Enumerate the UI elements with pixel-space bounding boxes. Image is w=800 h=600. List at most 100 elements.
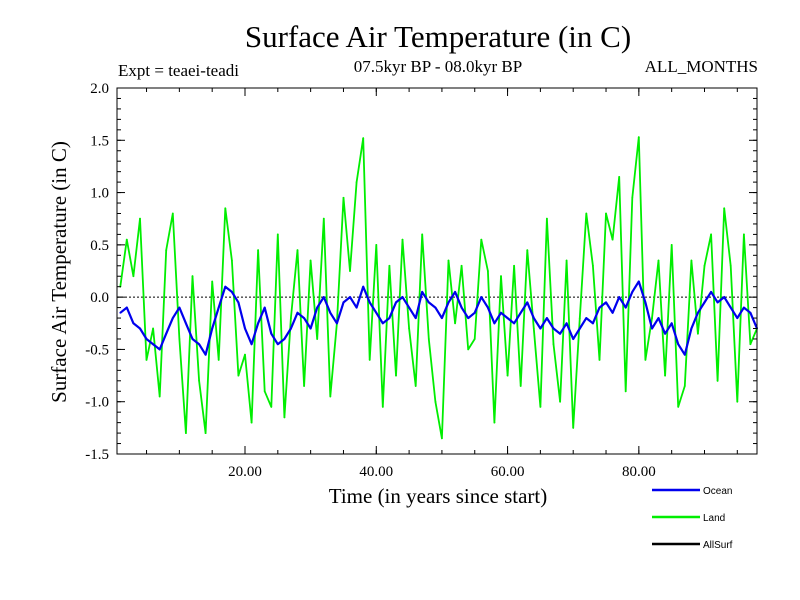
- data-point-ocean: [185, 322, 187, 325]
- data-point-ocean: [644, 301, 647, 304]
- data-point-land: [349, 270, 351, 272]
- data-point-ocean: [204, 353, 207, 356]
- data-point-ocean: [349, 296, 351, 298]
- data-point-ocean: [447, 301, 450, 304]
- data-point-land: [736, 400, 739, 403]
- data-point-ocean: [237, 301, 240, 304]
- y-tick-label: -1.5: [85, 447, 109, 463]
- data-point-land: [729, 264, 732, 267]
- data-point-land: [211, 280, 214, 283]
- data-point-ocean: [526, 301, 529, 304]
- data-point-land: [631, 196, 634, 199]
- data-point-land: [539, 406, 542, 408]
- data-point-ocean: [480, 296, 483, 298]
- data-point-ocean: [231, 291, 233, 293]
- data-point-ocean: [309, 327, 312, 330]
- data-point-land: [191, 275, 194, 278]
- data-point-ocean: [677, 343, 680, 346]
- series-line-ocean: [119, 280, 759, 356]
- data-point-land: [624, 390, 627, 393]
- data-point-land: [368, 359, 371, 361]
- data-point-ocean: [381, 322, 384, 325]
- data-point-ocean: [598, 306, 601, 309]
- data-point-ocean: [565, 322, 568, 325]
- data-point-ocean: [296, 311, 299, 314]
- data-point-ocean: [165, 332, 168, 335]
- data-point-ocean: [683, 353, 686, 356]
- data-point-land: [362, 137, 365, 140]
- data-point-ocean: [421, 291, 424, 293]
- y-tick-label: 1.0: [90, 186, 109, 202]
- data-point-land: [565, 259, 568, 262]
- data-point-land: [526, 249, 529, 252]
- data-point-ocean: [250, 343, 253, 346]
- data-point-land: [204, 432, 207, 434]
- y-axis-label: Surface Air Temperature (in C): [47, 141, 71, 403]
- data-point-ocean: [355, 306, 358, 309]
- data-point-ocean: [244, 327, 246, 330]
- data-point-land: [592, 264, 594, 267]
- data-point-ocean: [454, 291, 456, 293]
- data-point-land: [237, 374, 240, 377]
- data-point-land: [723, 207, 726, 210]
- data-point-land: [303, 385, 305, 387]
- data-point-land: [434, 400, 437, 403]
- data-point-land: [263, 390, 266, 393]
- y-tick-label: 0.0: [90, 290, 109, 306]
- data-point-land: [447, 259, 450, 262]
- data-point-land: [171, 212, 174, 215]
- data-point-ocean: [651, 327, 653, 330]
- data-point-ocean: [427, 301, 430, 304]
- data-point-ocean: [257, 322, 259, 325]
- data-point-ocean: [624, 306, 627, 309]
- data-point-land: [559, 400, 561, 403]
- data-point-ocean: [198, 343, 201, 346]
- data-point-land: [224, 207, 227, 210]
- data-point-land: [651, 317, 653, 319]
- data-point-land: [644, 359, 647, 361]
- data-point-ocean: [559, 332, 561, 335]
- data-point-land: [145, 359, 148, 361]
- y-tick-label: 2.0: [90, 81, 109, 97]
- data-point-ocean: [342, 301, 345, 304]
- series-layer: [119, 136, 759, 440]
- data-point-ocean: [519, 311, 522, 314]
- data-point-land: [657, 259, 660, 262]
- y-tick-label: -1.0: [85, 395, 109, 411]
- data-point-ocean: [145, 338, 148, 340]
- data-point-ocean: [408, 306, 410, 309]
- legend-label-allsurf: AllSurf: [703, 540, 733, 551]
- data-point-land: [290, 317, 292, 319]
- data-point-land: [454, 322, 456, 325]
- data-point-ocean: [716, 301, 719, 304]
- data-point-land: [710, 233, 712, 236]
- data-point-ocean: [178, 306, 181, 309]
- data-point-ocean: [670, 322, 673, 325]
- legend-label-ocean: Ocean: [703, 486, 732, 497]
- data-point-land: [152, 327, 155, 330]
- data-point-land: [217, 359, 220, 361]
- data-point-land: [677, 406, 680, 408]
- data-point-ocean: [152, 343, 155, 346]
- data-point-land: [467, 348, 470, 351]
- data-point-land: [703, 264, 706, 267]
- data-point-ocean: [263, 306, 266, 309]
- data-point-ocean: [493, 322, 496, 325]
- data-point-ocean: [618, 296, 621, 298]
- data-point-land: [395, 374, 397, 377]
- data-point-ocean: [697, 311, 699, 314]
- data-point-ocean: [611, 311, 614, 314]
- data-point-ocean: [473, 311, 476, 314]
- data-point-land: [355, 181, 358, 184]
- data-point-ocean: [585, 317, 588, 319]
- data-point-ocean: [217, 306, 220, 309]
- axis-ticks: -1.5 -1.0 -0.5 0.0 0.5 1.0 1.5 2.0 20.00 40.00 60.…: [85, 81, 757, 480]
- data-point-land: [473, 338, 476, 340]
- data-point-ocean: [710, 291, 712, 293]
- data-point-ocean: [119, 311, 122, 314]
- data-point-land: [611, 238, 614, 241]
- data-point-land: [185, 432, 187, 434]
- data-point-ocean: [637, 280, 640, 283]
- data-point-land: [178, 338, 181, 340]
- data-point-land: [401, 238, 404, 241]
